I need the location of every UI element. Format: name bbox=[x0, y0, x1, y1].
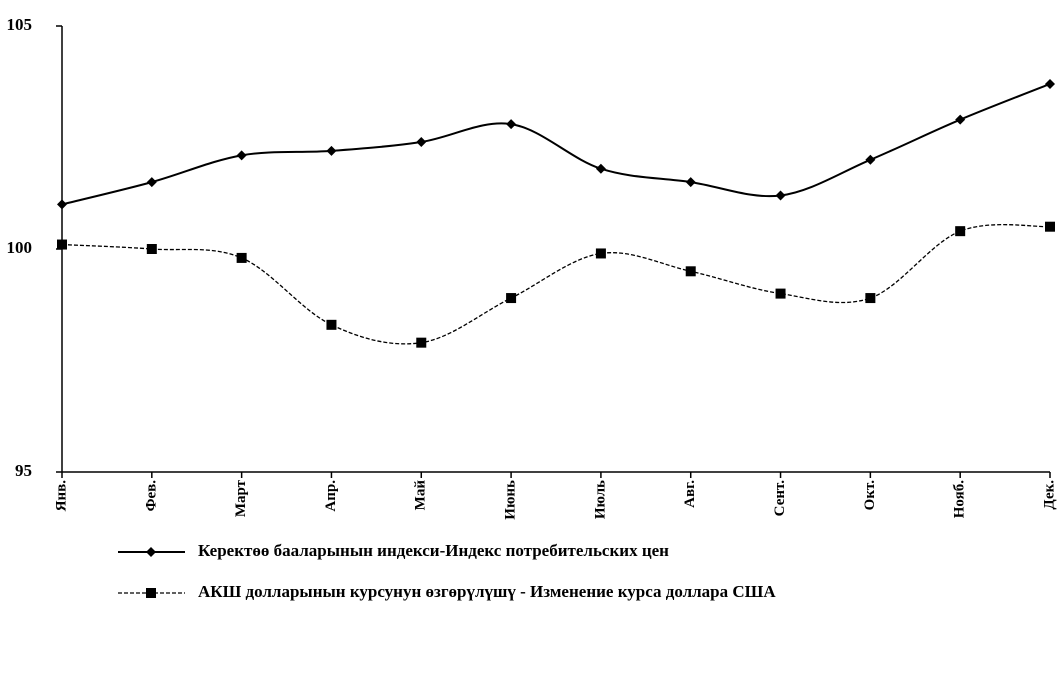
data-point bbox=[595, 248, 606, 259]
legend-label: АКШ долларынын курсунун өзгөрүлүшү - Изм… bbox=[198, 582, 776, 601]
data-point bbox=[595, 163, 606, 174]
data-point bbox=[57, 199, 67, 210]
data-point bbox=[955, 226, 966, 237]
series-line bbox=[61, 83, 1051, 206]
data-point bbox=[236, 150, 247, 161]
data-point bbox=[57, 239, 67, 250]
y-tick-label: 95 bbox=[15, 461, 32, 480]
x-tick-label: Сент. bbox=[772, 480, 788, 517]
x-tick-label: Апр. bbox=[323, 480, 339, 512]
data-point bbox=[775, 190, 786, 201]
data-point bbox=[416, 136, 427, 147]
y-tick-label: 105 bbox=[7, 15, 33, 34]
legend-marker bbox=[146, 547, 156, 557]
x-tick-label: Март bbox=[233, 479, 249, 517]
legend-marker bbox=[146, 588, 156, 598]
data-point bbox=[1045, 78, 1055, 89]
data-point bbox=[865, 293, 876, 304]
data-point bbox=[506, 119, 517, 130]
x-tick-label: Авг. bbox=[682, 480, 698, 508]
data-point bbox=[1045, 221, 1055, 232]
x-tick-label: Окт. bbox=[862, 480, 878, 511]
x-tick-label: Июль bbox=[592, 480, 608, 519]
data-point bbox=[326, 145, 337, 156]
series-line bbox=[61, 224, 1051, 345]
data-point bbox=[685, 177, 696, 188]
data-point bbox=[326, 319, 337, 330]
x-tick-label: Янв. bbox=[53, 480, 69, 512]
x-tick-label: Фев. bbox=[143, 480, 159, 512]
data-point bbox=[146, 244, 157, 254]
data-point bbox=[685, 266, 696, 277]
x-tick-label: Нояб. bbox=[952, 480, 968, 518]
data-point bbox=[236, 252, 247, 263]
legend-label: Керектөө бааларынын индекси-Индекс потре… bbox=[198, 541, 669, 560]
x-tick-label: Дек. bbox=[1041, 480, 1057, 510]
data-point bbox=[775, 288, 786, 299]
data-point bbox=[416, 337, 427, 348]
data-point bbox=[865, 154, 876, 165]
y-tick-label: 100 bbox=[7, 238, 33, 257]
data-point bbox=[146, 177, 157, 188]
data-point bbox=[506, 293, 517, 304]
data-point bbox=[955, 114, 966, 125]
x-tick-label: Май bbox=[413, 480, 429, 511]
x-tick-label: Июнь bbox=[503, 480, 519, 520]
